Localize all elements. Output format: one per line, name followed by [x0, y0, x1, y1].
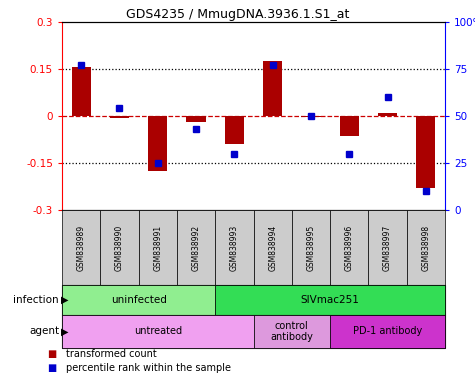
- Bar: [62, 285, 215, 315]
- Bar: [62, 210, 100, 285]
- Bar: [330, 315, 445, 348]
- Text: SIVmac251: SIVmac251: [301, 295, 360, 305]
- Bar: [177, 210, 215, 285]
- Text: GSM838994: GSM838994: [268, 224, 277, 271]
- Text: untreated: untreated: [133, 326, 182, 336]
- Text: GDS4235 / MmugDNA.3936.1.S1_at: GDS4235 / MmugDNA.3936.1.S1_at: [126, 8, 349, 21]
- Text: GSM838992: GSM838992: [191, 224, 200, 271]
- Text: ▶: ▶: [61, 326, 68, 336]
- Bar: [340, 116, 359, 136]
- Bar: [62, 315, 254, 348]
- Bar: [215, 210, 254, 285]
- Bar: [148, 116, 167, 171]
- Text: PD-1 antibody: PD-1 antibody: [353, 326, 422, 336]
- Bar: [110, 116, 129, 118]
- Text: GSM838996: GSM838996: [345, 224, 354, 271]
- Bar: [292, 210, 330, 285]
- Bar: [72, 68, 91, 116]
- Text: agent: agent: [29, 326, 59, 336]
- Bar: [225, 116, 244, 144]
- Text: GSM838990: GSM838990: [115, 224, 124, 271]
- Text: ▶: ▶: [61, 295, 68, 305]
- Text: control
antibody: control antibody: [270, 321, 313, 342]
- Bar: [215, 285, 445, 315]
- Text: GSM838995: GSM838995: [306, 224, 315, 271]
- Bar: [407, 210, 445, 285]
- Bar: [100, 210, 139, 285]
- Text: GSM838998: GSM838998: [421, 224, 430, 271]
- Text: transformed count: transformed count: [66, 349, 157, 359]
- Text: GSM838991: GSM838991: [153, 224, 162, 271]
- Bar: [378, 113, 397, 116]
- Text: uninfected: uninfected: [111, 295, 167, 305]
- Bar: [330, 210, 369, 285]
- Bar: [301, 116, 321, 117]
- Text: infection: infection: [13, 295, 59, 305]
- Text: ■: ■: [48, 363, 57, 373]
- Bar: [254, 315, 330, 348]
- Bar: [187, 116, 206, 122]
- Text: GSM838997: GSM838997: [383, 224, 392, 271]
- Bar: [263, 61, 282, 116]
- Bar: [369, 210, 407, 285]
- Text: percentile rank within the sample: percentile rank within the sample: [66, 363, 231, 373]
- Bar: [416, 116, 436, 188]
- Bar: [254, 210, 292, 285]
- Text: GSM838993: GSM838993: [230, 224, 239, 271]
- Text: GSM838989: GSM838989: [76, 224, 86, 271]
- Bar: [139, 210, 177, 285]
- Text: ■: ■: [48, 349, 57, 359]
